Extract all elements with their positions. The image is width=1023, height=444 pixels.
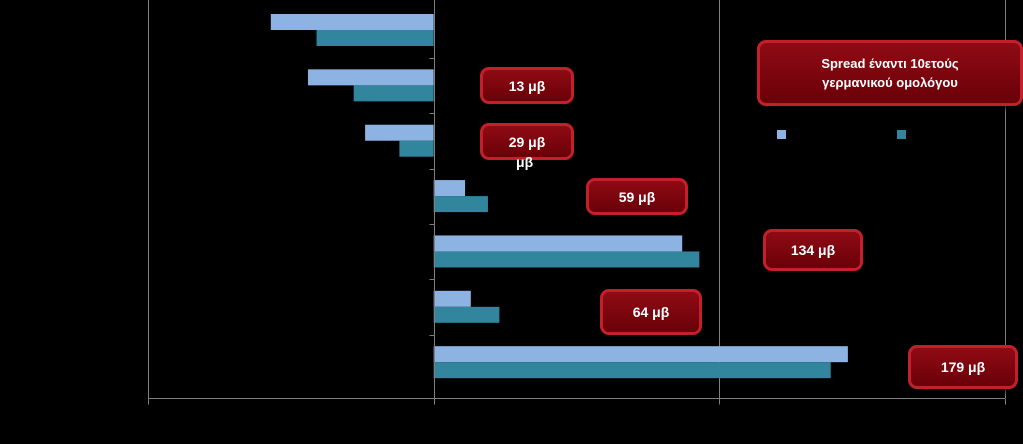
bar-series2-cat5 (433, 251, 700, 268)
bar-series2-cat1 (316, 30, 434, 46)
annotation-callout-1: 13 μβ (480, 67, 574, 104)
bar-series1-cat2 (307, 69, 434, 86)
bar-series1-cat4 (433, 180, 466, 197)
axis-layer (148, 0, 1006, 405)
annotation-callout-6: 179 μβ (908, 345, 1018, 389)
bar-series2-cat4 (433, 196, 488, 213)
bar-layer (270, 14, 848, 379)
legend-swatch-series-2 (897, 130, 906, 139)
bar-series1-cat6 (433, 290, 471, 307)
bar-series2-cat7 (433, 362, 831, 379)
bar-series2-cat3 (399, 140, 434, 157)
legend-swatch-series-1 (777, 130, 786, 139)
bar-series2-cat2 (353, 85, 434, 102)
bar-series1-cat3 (365, 124, 434, 141)
spread-title-callout: Spread έναντι 10ετούς γερμανικού ομολόγο… (757, 40, 1023, 106)
bar-series2-cat6 (433, 306, 500, 323)
annotation-callout-3: 59 μβ (586, 178, 688, 215)
bar-series1-cat1 (270, 14, 434, 30)
annotation-callout-2: 29 μβ (480, 123, 574, 160)
stray-unit-label: μβ (516, 154, 534, 170)
annotation-callout-5: 64 μβ (600, 289, 702, 335)
bar-series1-cat5 (433, 235, 683, 252)
bar-series1-cat7 (433, 346, 848, 363)
annotation-callout-4: 134 μβ (763, 229, 863, 271)
